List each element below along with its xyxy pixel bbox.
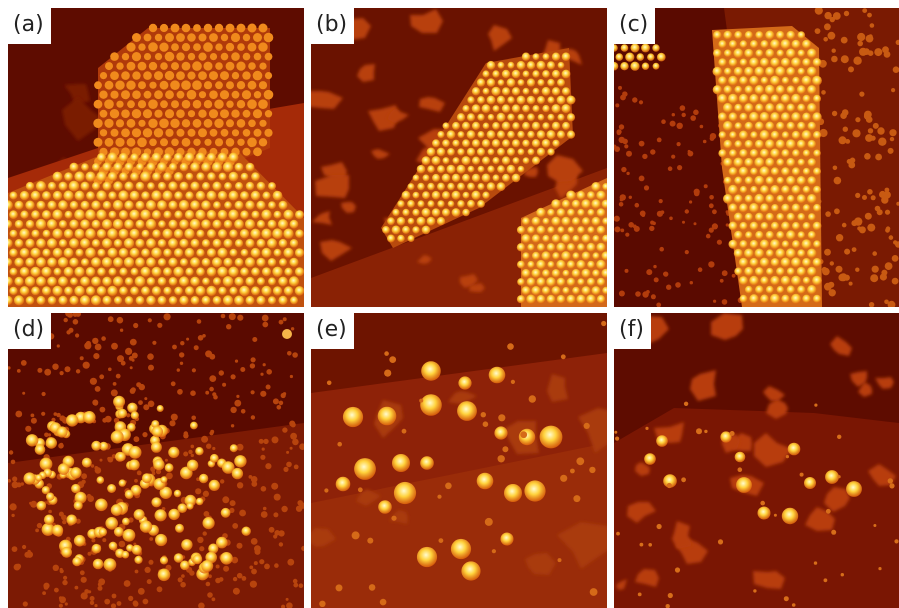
panel-b-image [311, 8, 607, 307]
panel-d-label: (d) [8, 313, 52, 349]
panel-b: (b) [311, 8, 607, 307]
panel-a: (a) [8, 8, 304, 307]
panel-e: (e) [311, 313, 607, 608]
panel-a-label: (a) [8, 8, 51, 44]
panel-f: (f) [614, 313, 899, 608]
panel-f-image [614, 313, 899, 608]
panel-a-image [8, 8, 304, 307]
panel-c-image [614, 8, 899, 307]
panel-f-label: (f) [614, 313, 651, 349]
panel-c: (c) [614, 8, 899, 307]
panel-d: (d) [8, 313, 304, 608]
panel-c-label: (c) [614, 8, 656, 44]
panel-e-image [311, 313, 607, 608]
panel-d-image [8, 313, 304, 608]
panel-b-label: (b) [311, 8, 355, 44]
panel-e-label: (e) [311, 313, 354, 349]
